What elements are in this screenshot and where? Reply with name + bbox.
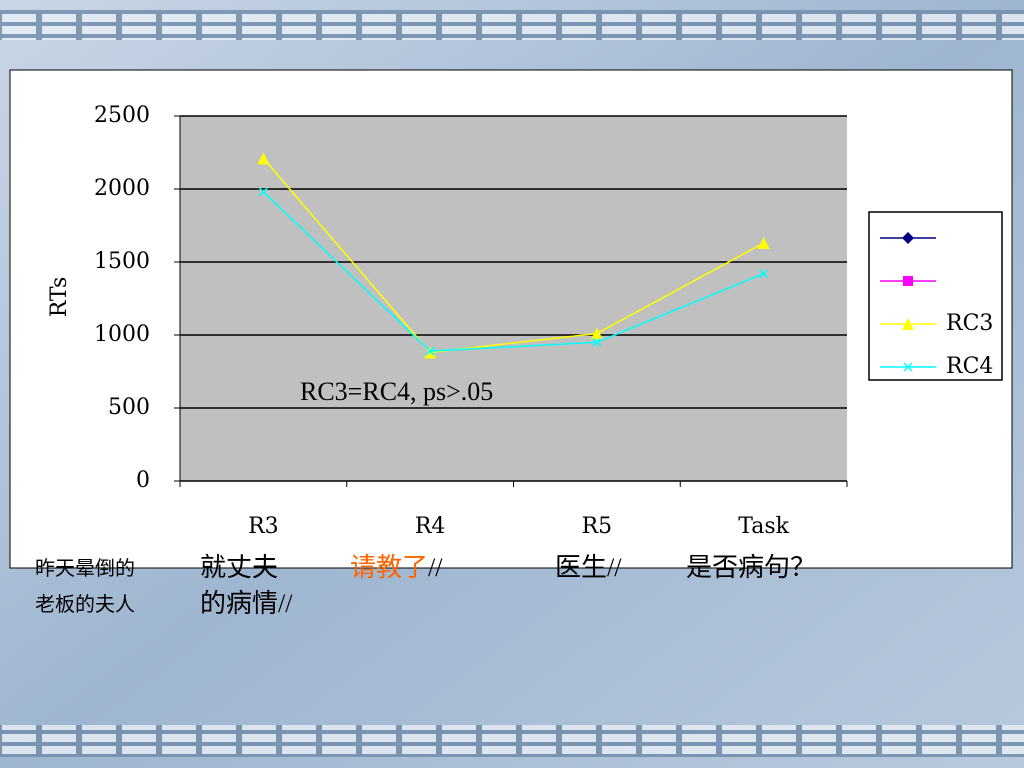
plot-area [180,116,847,481]
caption: 请教了// [350,553,443,582]
caption-part: 是否病句？ [686,553,816,582]
legend-label: RC3 [946,311,993,336]
y-tick-label: 500 [108,395,150,420]
y-tick-label: 1500 [94,249,150,274]
caption-part: 医生// [555,553,622,582]
caption-part: 请教了 [350,553,428,582]
marker [257,152,270,165]
caption-part: 的病情// [200,589,293,618]
x-tick-label: Task [738,514,789,539]
caption-part: 昨天晕倒的 [35,557,135,580]
y-tick-label: 1000 [94,322,150,347]
marker [902,318,914,330]
marker [903,362,913,372]
caption: 的病情// [200,589,293,618]
y-tick-label: 2500 [94,103,150,128]
caption: 昨天晕倒的 [35,557,135,580]
caption-part: 就丈夫 [200,553,278,582]
x-tick-label: R5 [582,514,613,539]
caption: 医生// [555,553,622,582]
marker [757,237,770,250]
y-axis-label: RTs [47,277,72,318]
caption: 就丈夫 [200,553,278,582]
bottom-band [0,725,1024,757]
caption-part: 老板的夫人 [35,593,135,616]
marker [759,269,769,279]
series-line [262,157,764,354]
marker [425,346,435,356]
marker [902,232,914,244]
x-tick-label: R4 [415,514,446,539]
marker [903,276,913,286]
marker [258,187,268,197]
marker [592,337,602,347]
top-band [0,10,1024,40]
y-tick-label: 0 [136,468,150,493]
caption-part: // [428,553,443,582]
legend-box [868,211,1003,381]
y-tick-label: 2000 [94,176,150,201]
legend-label: RC4 [946,354,993,379]
series-line [262,191,764,352]
marker [424,346,437,359]
x-tick-label: R3 [248,514,279,539]
annotation: RC3=RC4, ps>.05 [300,377,493,406]
caption: 是否病句？ [686,553,816,582]
marker [590,327,603,340]
caption: 老板的夫人 [35,593,135,616]
